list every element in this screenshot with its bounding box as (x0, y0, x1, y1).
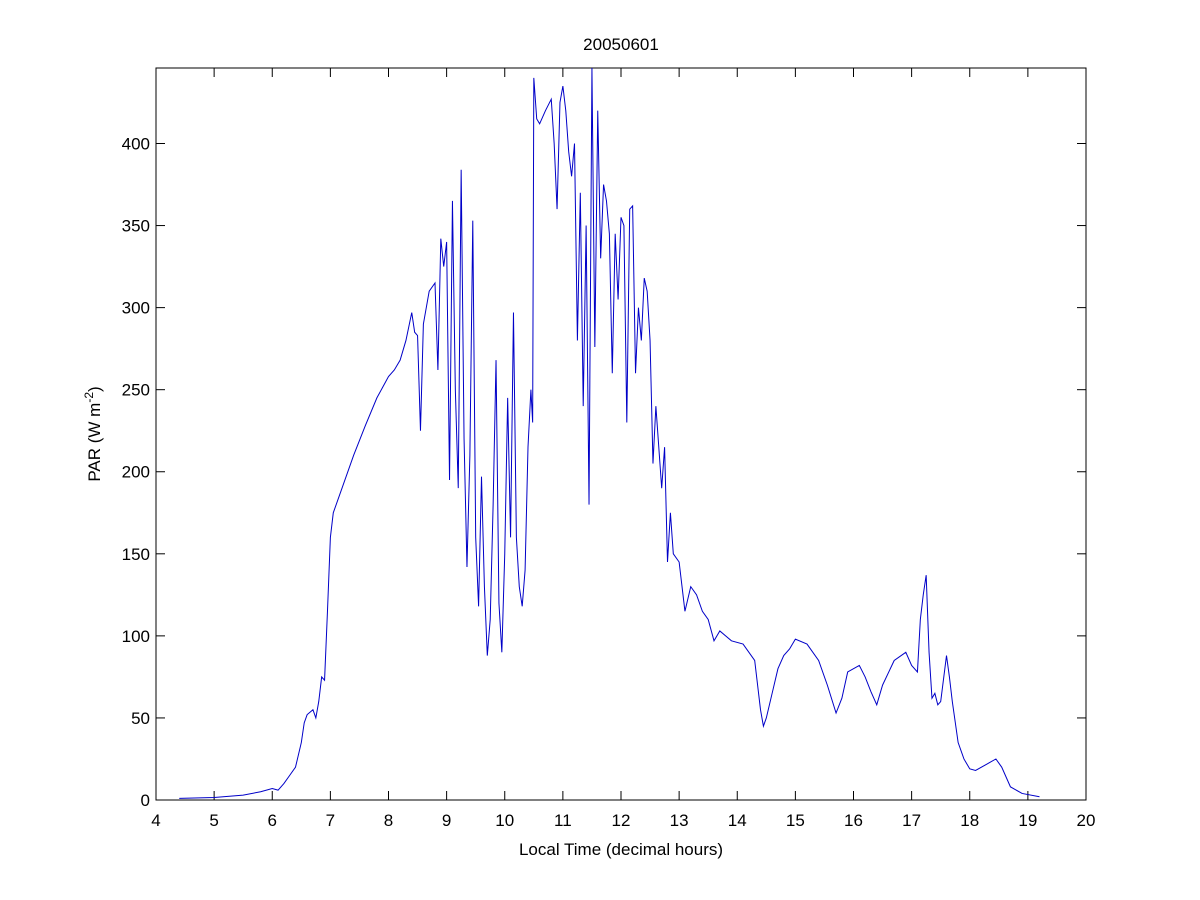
y-tick-label: 50 (131, 709, 150, 728)
y-tick-label: 350 (122, 217, 150, 236)
y-axis-label-end: ) (85, 386, 104, 392)
y-tick-label: 200 (122, 463, 150, 482)
x-tick-label: 11 (554, 811, 572, 830)
y-tick-label: 400 (122, 134, 150, 153)
y-axis-label-exponent: -2 (82, 392, 96, 403)
x-tick-label: 18 (960, 811, 979, 830)
y-tick-label: 150 (122, 545, 150, 564)
x-tick-label: 6 (268, 811, 277, 830)
x-tick-label: 13 (670, 811, 689, 830)
x-axis-label: Local Time (decimal hours) (519, 840, 723, 859)
y-tick-label: 100 (122, 627, 150, 646)
y-tick-label: 300 (122, 299, 150, 318)
x-tick-label: 12 (612, 811, 631, 830)
x-tick-label: 5 (209, 811, 218, 830)
x-tick-label: 17 (902, 811, 921, 830)
x-tick-label: 4 (151, 811, 160, 830)
x-tick-label: 9 (442, 811, 451, 830)
y-tick-label: 0 (141, 791, 150, 810)
y-axis-label-text: PAR (W m (85, 403, 104, 482)
x-tick-label: 10 (495, 811, 514, 830)
data-line (179, 67, 1040, 799)
x-tick-label: 14 (728, 811, 747, 830)
x-tick-label: 15 (786, 811, 805, 830)
y-tick-label: 250 (122, 381, 150, 400)
x-tick-label: 16 (844, 811, 863, 830)
y-axis-label: PAR (W m-2) (82, 386, 104, 481)
x-tick-label: 19 (1018, 811, 1037, 830)
x-tick-label: 7 (326, 811, 335, 830)
chart-title: 20050601 (583, 35, 659, 54)
plot-frame (155, 67, 1087, 801)
x-tick-label: 20 (1077, 811, 1096, 830)
x-tick-label: 8 (384, 811, 393, 830)
